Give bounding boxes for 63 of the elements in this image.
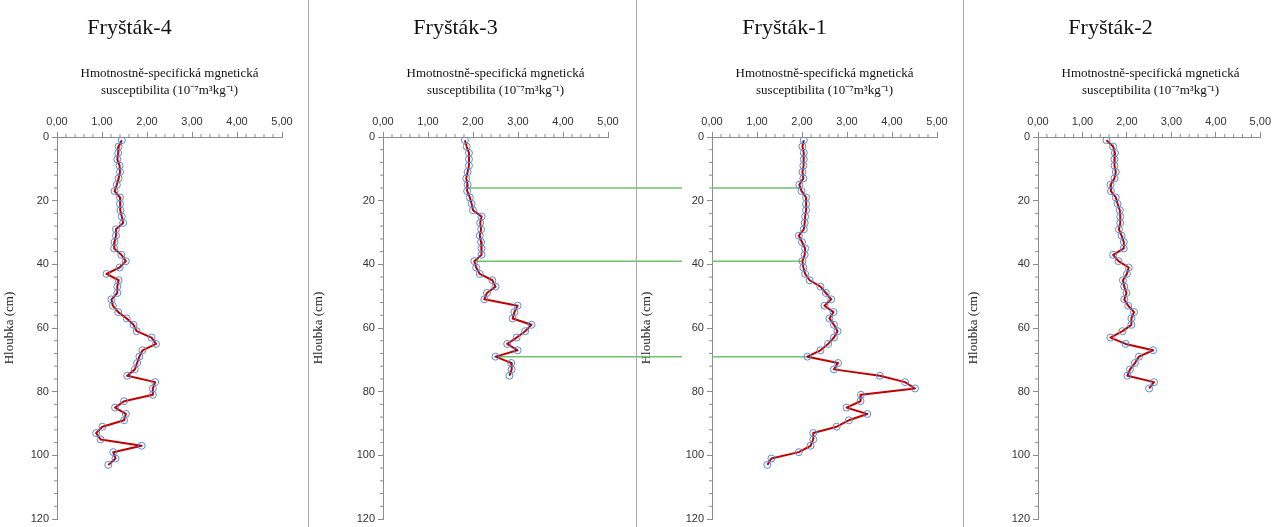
x-axis-title: Hmotnostně-specifická mgnetická susceptibilita (10⁻⁷m³kg⁻¹) <box>734 64 915 98</box>
y-tick-label: 40 <box>691 257 704 270</box>
x-axis-title: Hmotnostně-specifická mgnetická susceptibilita (10⁻⁷m³kg⁻¹) <box>79 64 260 98</box>
y-tick-label: 0 <box>1023 130 1030 143</box>
y-tick-label: 120 <box>30 512 49 525</box>
y-tick-label: 120 <box>685 512 704 525</box>
x-tick-label: 4,00 <box>881 115 903 128</box>
x-axis-title: Hmotnostně-specifická mgnetická susceptibilita (10⁻⁷m³kg⁻¹) <box>405 64 586 98</box>
x-tick-label: 0,00 <box>372 115 394 128</box>
x-tick-label: 5,00 <box>597 115 619 128</box>
y-axis-title: Hloubka (cm) <box>310 291 326 365</box>
x-tick-label: 4,00 <box>552 115 574 128</box>
chart-title: Fryšták-3 <box>412 14 499 40</box>
y-axis-title: Hloubka (cm) <box>965 291 981 365</box>
y-tick-label: 20 <box>36 193 49 206</box>
y-tick-label: 0 <box>697 130 704 143</box>
x-tick-label: 3,00 <box>181 115 203 128</box>
y-tick-label: 100 <box>30 448 49 461</box>
x-tick-label: 1,00 <box>1071 115 1094 128</box>
x-tick-label: 2,00 <box>791 115 813 128</box>
x-tick-label: 1,00 <box>91 115 113 128</box>
x-tick-label: 4,00 <box>226 115 248 128</box>
y-tick-label: 80 <box>1017 384 1030 397</box>
y-tick-label: 120 <box>1011 512 1030 525</box>
x-tick-label: 2,00 <box>462 115 484 128</box>
y-tick-label: 60 <box>362 321 375 334</box>
y-tick-label: 100 <box>1011 448 1030 461</box>
x-tick-label: 2,00 <box>136 115 158 128</box>
y-tick-label: 80 <box>362 384 375 397</box>
y-tick-label: 20 <box>691 193 704 206</box>
y-tick-label: 60 <box>36 321 49 334</box>
y-tick-label: 0 <box>368 130 375 143</box>
x-tick-label: 0,00 <box>46 115 68 128</box>
x-tick-label: 3,00 <box>1160 115 1183 128</box>
x-tick-label: 3,00 <box>836 115 858 128</box>
x-tick-label: 2,00 <box>1116 115 1138 128</box>
y-tick-label: 100 <box>356 448 375 461</box>
y-tick-label: 60 <box>691 321 704 334</box>
x-tick-label: 5,00 <box>271 115 293 128</box>
y-tick-label: 40 <box>362 257 375 270</box>
y-axis-title: Hloubka (cm) <box>1 291 17 365</box>
x-tick-label: 1,00 <box>417 115 439 128</box>
y-tick-label: 40 <box>1017 257 1030 270</box>
x-tick-label: 5,00 <box>1249 115 1272 128</box>
x-tick-label: 0,00 <box>701 115 723 128</box>
x-tick-label: 1,00 <box>746 115 768 128</box>
y-tick-label: 20 <box>362 193 375 206</box>
y-tick-label: 100 <box>685 448 704 461</box>
y-tick-label: 0 <box>42 130 49 143</box>
x-axis-title: Hmotnostně-specifická mgnetická susceptibilita (10⁻⁷m³kg⁻¹) <box>1060 64 1241 98</box>
y-tick-label: 20 <box>1017 193 1030 206</box>
chart-title: Fryšták-2 <box>1067 14 1154 40</box>
y-tick-label: 40 <box>36 257 49 270</box>
y-tick-label: 120 <box>356 512 375 525</box>
chart-title: Fryšták-1 <box>741 14 828 40</box>
y-tick-label: 80 <box>691 384 704 397</box>
y-tick-label: 60 <box>1017 321 1030 334</box>
x-tick-label: 0,00 <box>1027 115 1049 128</box>
x-tick-label: 4,00 <box>1205 115 1227 128</box>
x-tick-label: 5,00 <box>926 115 948 128</box>
y-tick-label: 80 <box>36 384 49 397</box>
chart-title: Fryšták-4 <box>86 14 173 40</box>
x-tick-label: 3,00 <box>507 115 529 128</box>
